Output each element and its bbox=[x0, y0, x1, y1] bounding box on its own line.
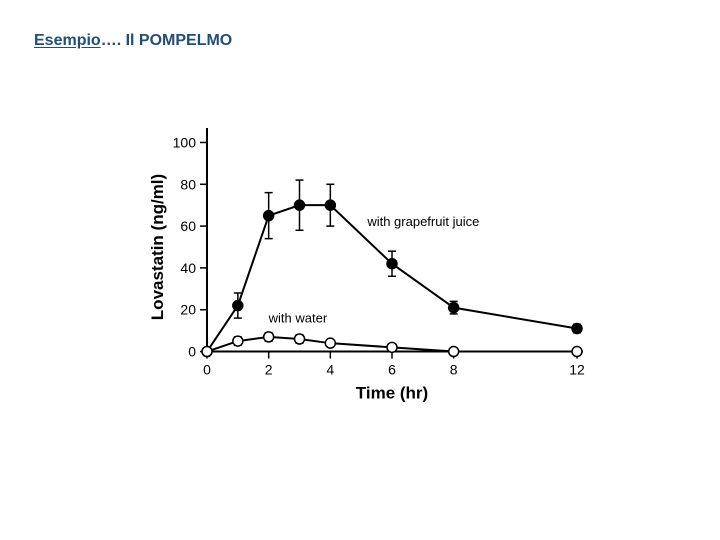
x-tick-label: 8 bbox=[450, 362, 458, 378]
title-suffix: …. Il POMPELMO bbox=[101, 32, 233, 49]
lovastatin-chart: 0 20 40 60 80 100 0 2 4 6 8 12 Time (hr) Lovastatin (… bbox=[145, 120, 615, 430]
data-marker bbox=[295, 200, 305, 210]
data-marker bbox=[449, 347, 459, 357]
data-marker bbox=[202, 347, 212, 357]
data-marker bbox=[449, 303, 459, 313]
y-tick-label: 0 bbox=[188, 344, 196, 360]
y-tick-label: 80 bbox=[180, 176, 196, 192]
y-tick-label: 60 bbox=[180, 218, 196, 234]
data-marker bbox=[387, 259, 397, 269]
data-marker bbox=[264, 332, 274, 342]
y-tick-label: 40 bbox=[180, 260, 196, 276]
x-tick-label: 12 bbox=[569, 362, 585, 378]
x-tick-label: 6 bbox=[388, 362, 396, 378]
chart-container: 0 20 40 60 80 100 0 2 4 6 8 12 Time (hr) Lovastatin (… bbox=[145, 120, 615, 430]
series-label: with water bbox=[268, 310, 328, 325]
y-tick-label: 20 bbox=[180, 302, 196, 318]
data-marker bbox=[233, 301, 243, 311]
y-tick-label: 100 bbox=[173, 134, 197, 150]
data-marker bbox=[572, 347, 582, 357]
data-marker bbox=[325, 200, 335, 210]
series-label: with grapefruit juice bbox=[366, 214, 479, 229]
data-marker bbox=[233, 336, 243, 346]
x-tick-label: 0 bbox=[203, 362, 211, 378]
data-marker bbox=[572, 324, 582, 334]
x-tick-label: 4 bbox=[326, 362, 334, 378]
data-marker bbox=[295, 334, 305, 344]
x-axis-label: Time (hr) bbox=[356, 384, 428, 403]
title-prefix: Esempio bbox=[34, 32, 101, 49]
data-marker bbox=[325, 338, 335, 348]
x-tick-label: 2 bbox=[265, 362, 273, 378]
data-marker bbox=[387, 342, 397, 352]
y-axis-label: Lovastatin (ng/ml) bbox=[148, 174, 167, 320]
data-marker bbox=[264, 211, 274, 221]
page-title: Esempio…. Il POMPELMO bbox=[34, 32, 232, 50]
